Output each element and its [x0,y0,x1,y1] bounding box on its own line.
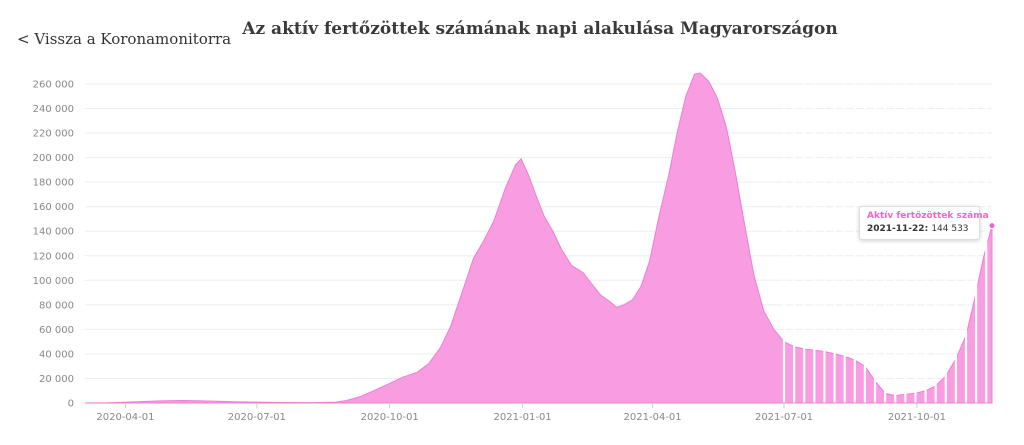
x-tick-label: 2020-10-01 [361,412,419,423]
y-tick-label: 120 000 [33,251,74,262]
page-title: Az aktív fertőzöttek számának napi alaku… [242,19,838,39]
tooltip-value: 144 533 [931,224,969,234]
y-tick-label: 60 000 [39,325,74,336]
y-tick-label: 140 000 [33,227,74,238]
y-tick-label: 0 [68,399,74,410]
y-tick-label: 200 000 [33,153,74,164]
y-tick-label: 180 000 [33,178,74,189]
series-area [84,72,993,404]
x-tick-label: 2020-04-01 [96,412,154,423]
y-tick-label: 20 000 [39,374,74,385]
tooltip-series-name: Aktív fertőzöttek száma [867,211,989,221]
y-tick-label: 100 000 [33,276,74,287]
x-tick-label: 2021-04-01 [624,412,682,423]
y-tick-label: 160 000 [33,202,74,213]
y-tick-label: 220 000 [33,129,74,140]
tooltip: Aktív fertőzöttek száma 2021-11-22: 144 … [859,206,989,240]
y-tick-label: 80 000 [39,300,74,311]
x-tick-label: 2021-01-01 [494,412,552,423]
gap-lines [782,84,988,403]
y-tick-label: 260 000 [33,80,74,91]
hover-point-marker [988,222,996,230]
x-tick-label: 2021-07-01 [755,412,813,423]
y-axis: 0 20 000 40 000 60 000 80 000 100 000 120 000 1… [33,80,74,410]
x-tick-label: 2021-10-01 [888,412,946,423]
tooltip-date: 2021-11-22 [867,224,925,234]
tooltip-value-row: 2021-11-22: 144 533 [867,224,969,234]
x-tick-label: 2020-07-01 [228,412,286,423]
y-tick-label: 40 000 [39,349,74,360]
x-axis: 2020-04-01 2020-07-01 2020-10-01 2021-01-01… [96,403,946,423]
y-tick-label: 240 000 [33,104,74,115]
back-link[interactable]: < Vissza a Koronamonitorra [17,30,232,48]
area-layer [84,72,996,404]
